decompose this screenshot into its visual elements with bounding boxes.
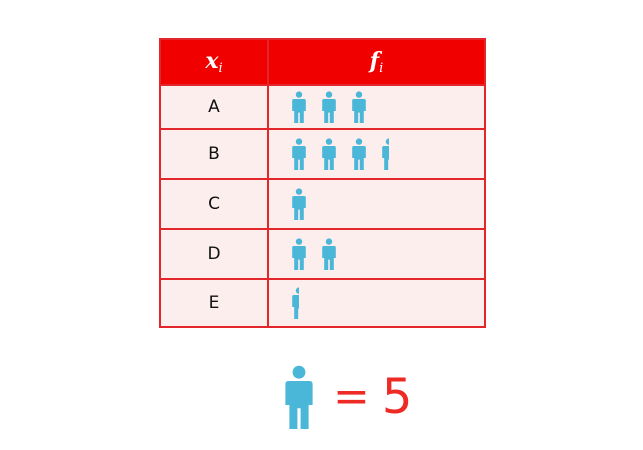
frequency-cell bbox=[267, 84, 486, 130]
frequency-cell bbox=[267, 178, 486, 230]
table-row: E bbox=[159, 278, 486, 328]
icon-group bbox=[291, 130, 397, 178]
table-row: B bbox=[159, 128, 486, 180]
legend-value: 5 bbox=[381, 369, 413, 425]
frequency-cell bbox=[267, 128, 486, 180]
table-row: A bbox=[159, 84, 486, 130]
category-cell: A bbox=[159, 84, 269, 130]
legend-person-icon bbox=[283, 361, 315, 433]
person-icon bbox=[352, 138, 366, 170]
legend: = 5 bbox=[283, 361, 412, 433]
header-xi-text: x bbox=[205, 48, 219, 74]
partial-person-icon bbox=[382, 138, 389, 170]
table-row: C bbox=[159, 178, 486, 230]
person-icon bbox=[292, 138, 306, 170]
icon-group bbox=[291, 280, 307, 326]
person-icon bbox=[292, 188, 306, 220]
category-cell: B bbox=[159, 128, 269, 180]
header-fi-text: f bbox=[369, 48, 380, 74]
person-icon bbox=[352, 91, 366, 123]
person-icon bbox=[322, 238, 336, 270]
category-cell: E bbox=[159, 278, 269, 328]
icon-group bbox=[291, 230, 337, 278]
frequency-cell bbox=[267, 228, 486, 280]
person-icon bbox=[322, 138, 336, 170]
frequency-cell bbox=[267, 278, 486, 328]
category-cell: D bbox=[159, 228, 269, 280]
category-cell: C bbox=[159, 178, 269, 230]
person-icon bbox=[292, 91, 306, 123]
header-xi-sub: i bbox=[218, 61, 223, 76]
person-icon bbox=[322, 91, 336, 123]
legend-equals: = bbox=[333, 371, 370, 422]
header-row: xi fi bbox=[159, 38, 486, 86]
icon-group bbox=[291, 86, 367, 128]
header-fi-sub: i bbox=[379, 61, 384, 76]
table-row: D bbox=[159, 228, 486, 280]
person-icon bbox=[292, 238, 306, 270]
partial-person-icon bbox=[292, 287, 299, 319]
icon-group bbox=[291, 180, 307, 228]
header-xi: xi bbox=[159, 38, 269, 86]
header-fi: fi bbox=[267, 38, 486, 86]
legend-person-icon-graphic bbox=[285, 365, 313, 429]
